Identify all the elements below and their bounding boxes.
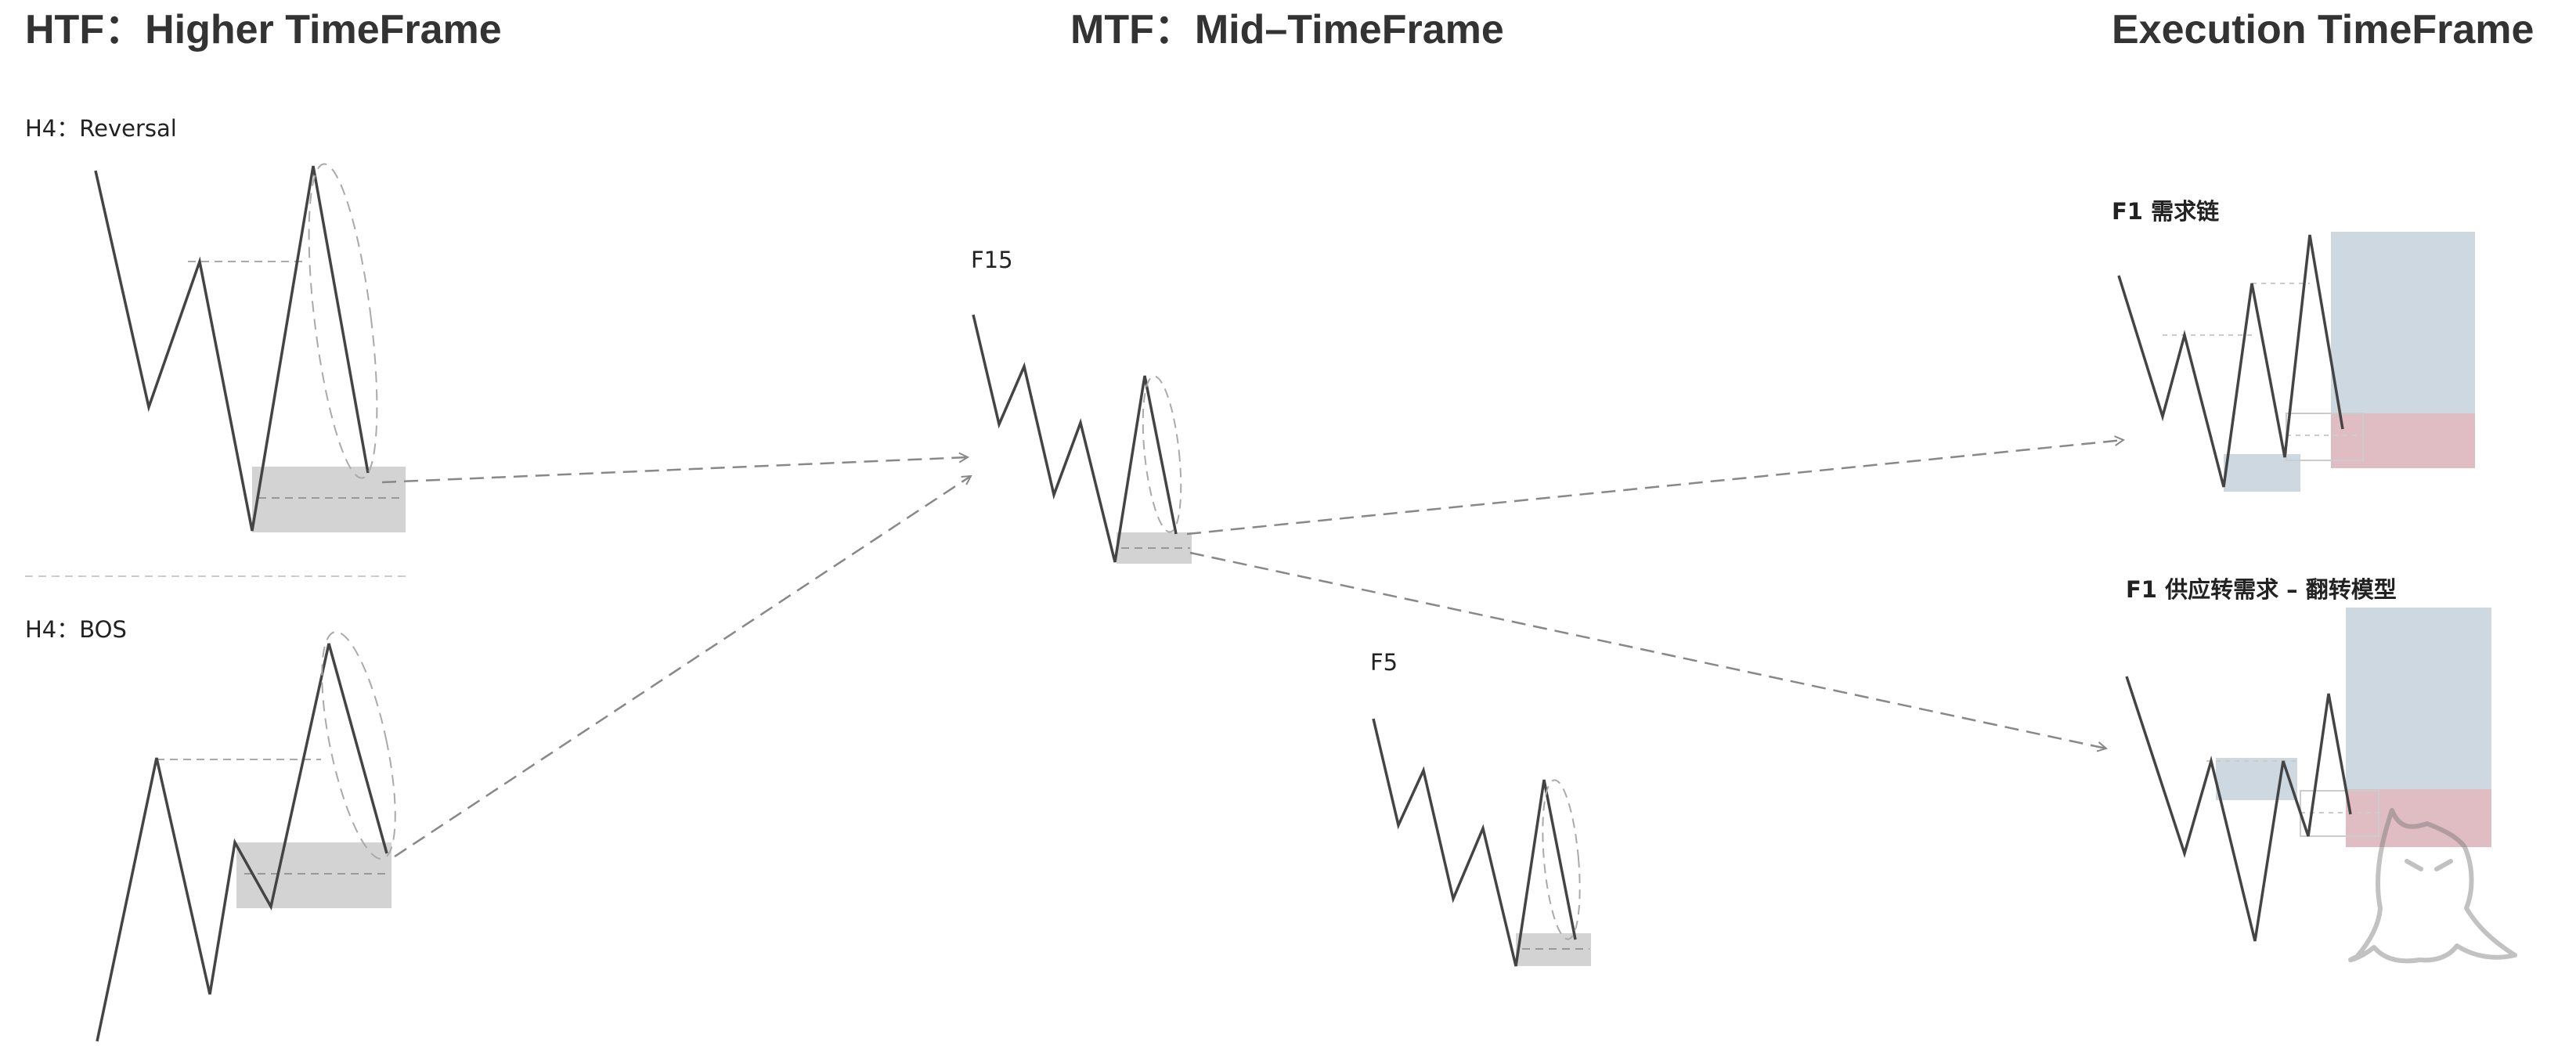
h4-bos-chart bbox=[96, 631, 396, 1042]
execution-heading: Execution TimeFrame bbox=[2112, 7, 2535, 52]
f5-label: F5 bbox=[1370, 649, 1398, 676]
connector-arrows bbox=[381, 440, 2123, 858]
h4-reversal-sweep-ellipse bbox=[308, 163, 378, 479]
f5-price-line bbox=[1372, 718, 1577, 967]
f1-flip-flipped-zone bbox=[2346, 789, 2491, 847]
f15-label: F15 bbox=[971, 247, 1013, 273]
f1-flip-model-label: F1 供应转需求 – 翻转模型 bbox=[2126, 576, 2397, 603]
f5-chart bbox=[1372, 718, 1591, 967]
h4-bos-label: H4：BOS bbox=[25, 616, 127, 643]
arrow-h4-reversal-to-f15 bbox=[381, 457, 968, 484]
mtf-heading: MTF：Mid–TimeFrame bbox=[1070, 7, 1504, 52]
f1-demand-chain-chart bbox=[2117, 232, 2475, 492]
f1-flip-price-line bbox=[2125, 676, 2352, 942]
h4-bos-demand-zone bbox=[236, 842, 391, 908]
arrow-h4-bos-to-f15 bbox=[394, 476, 971, 858]
f15-sweep-ellipse bbox=[1142, 375, 1182, 533]
h4-reversal-price-line bbox=[94, 165, 370, 532]
f1-demand-chain-label: F1 需求链 bbox=[2112, 198, 2220, 225]
h4-bos-price-line bbox=[96, 643, 388, 1042]
f1-chain-flipped-zone bbox=[2331, 413, 2475, 468]
h4-reversal-label: H4：Reversal bbox=[25, 115, 177, 142]
f1-chain-price-line bbox=[2117, 234, 2344, 488]
h4-bos-sweep-ellipse bbox=[321, 631, 396, 860]
f15-price-line bbox=[972, 314, 1178, 563]
htf-heading: HTF：Higher TimeFrame bbox=[25, 7, 502, 52]
h4-reversal-demand-zone bbox=[252, 467, 406, 532]
f1-flip-supply-zone bbox=[2346, 608, 2491, 791]
f1-flip-model-chart bbox=[2125, 608, 2491, 942]
hooded-figure-logo-icon bbox=[2348, 808, 2517, 964]
f1-chain-supply-zone bbox=[2331, 232, 2475, 415]
arrow-f15-to-f1-flip bbox=[1189, 551, 2106, 748]
f5-sweep-ellipse bbox=[1542, 779, 1581, 940]
f15-chart bbox=[972, 314, 1192, 564]
h4-reversal-chart bbox=[94, 163, 406, 532]
arrow-f15-to-f1-chain bbox=[1186, 440, 2123, 536]
